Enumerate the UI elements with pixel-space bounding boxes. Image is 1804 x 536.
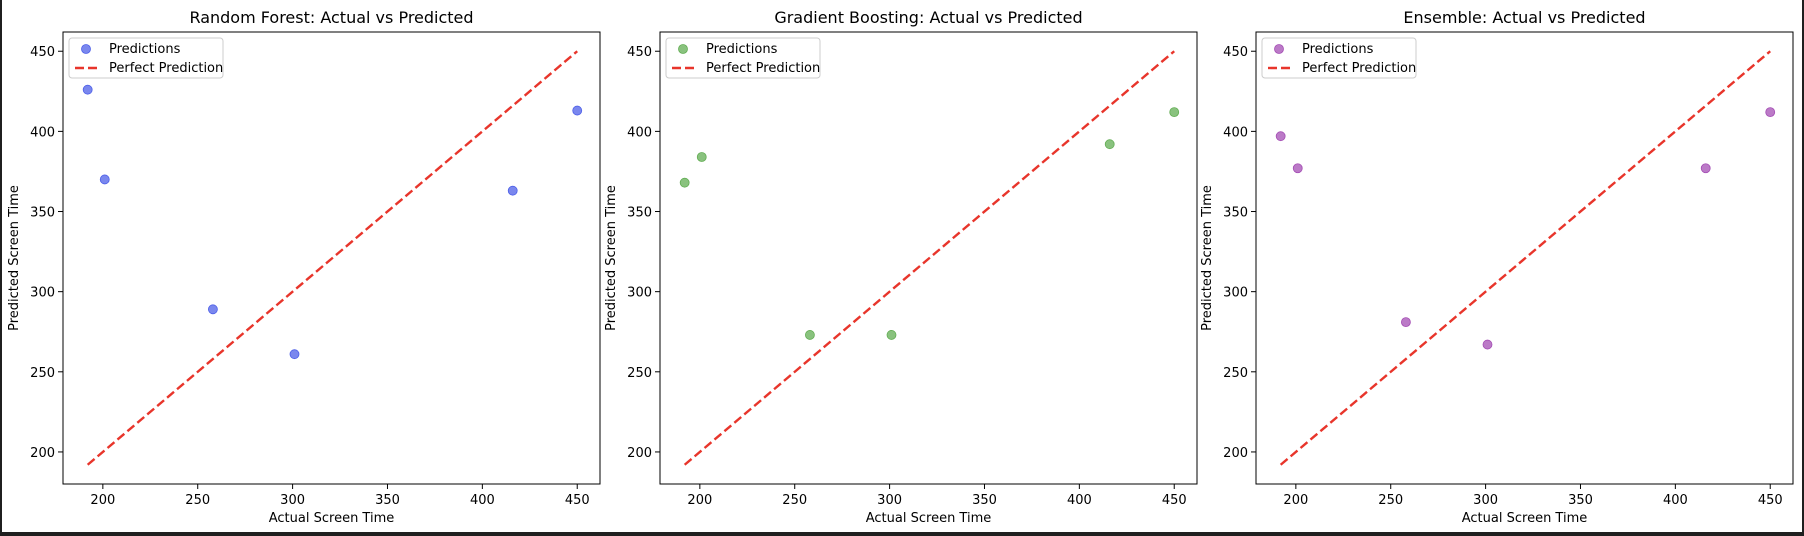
perfect-prediction-line [1279,50,1772,466]
y-tick-label: 350 [30,206,55,221]
plot-area-frame [62,31,601,485]
x-tick-label: 450 [1162,493,1187,508]
chart-title: Gradient Boosting: Actual vs Predicted [774,8,1082,27]
y-tick-label: 300 [30,286,55,301]
perfect-prediction-line [86,50,579,466]
x-tick-label: 400 [1067,493,1092,508]
prediction-point [1482,339,1493,350]
chart-title: Random Forest: Actual vs Predicted [189,8,473,27]
y-tick-label: 200 [30,446,55,461]
x-tick-label: 250 [782,493,807,508]
y-tick-label: 350 [1223,206,1248,221]
x-axis-label: Actual Screen Time [269,511,395,526]
y-tick-label: 400 [1223,125,1248,140]
prediction-point [696,152,707,162]
x-axis-label: Actual Screen Time [866,511,992,526]
y-axis-label: Predicted Screen Time [604,185,619,331]
y-tick-label: 250 [1223,366,1248,381]
legend-marker-predictions [678,44,688,54]
x-tick-label: 250 [185,493,210,508]
legend-label-perfect-prediction: Perfect Prediction [109,61,223,76]
prediction-point [1104,139,1115,150]
chart-panel-3: Ensemble: Actual vs Predicted 200 250 300 35… [1200,8,1794,526]
legend-label-perfect-prediction: Perfect Prediction [1302,61,1416,76]
x-tick-label: 300 [280,493,305,508]
legend-label-perfect-prediction: Perfect Prediction [706,61,820,76]
x-tick-label: 200 [687,493,712,508]
legend-box [68,37,224,79]
chart-panel-1: Random Forest: Actual vs Predicted 200 250… [7,8,601,526]
perfect-prediction-line [683,50,1176,466]
y-tick-label: 450 [30,45,55,60]
prediction-point [679,177,690,188]
y-tick-label: 350 [627,206,652,221]
x-tick-label: 350 [1568,493,1593,508]
y-tick-label: 250 [627,366,652,381]
prediction-point [1275,131,1286,142]
x-tick-label: 300 [1473,493,1498,508]
y-axis-label: Predicted Screen Time [7,185,22,331]
x-tick-label: 450 [565,493,590,508]
legend-label-predictions: Predictions [109,42,181,57]
plot-area-frame [659,31,1198,485]
legend-marker-predictions [1274,44,1284,54]
x-tick-label: 350 [375,493,400,508]
prediction-point [1765,107,1776,118]
legend-box [1261,37,1417,79]
x-tick-label: 250 [1378,493,1403,508]
x-tick-label: 450 [1758,493,1783,508]
x-tick-label: 300 [877,493,902,508]
prediction-point [99,174,110,185]
prediction-point [208,304,218,315]
x-tick-label: 400 [470,493,495,508]
prediction-point [82,84,93,95]
legend-box [665,37,821,79]
x-tick-label: 400 [1663,493,1688,508]
y-tick-label: 400 [627,125,652,140]
y-axis-label: Predicted Screen Time [1200,185,1215,331]
y-tick-label: 250 [30,366,55,381]
legend-label-predictions: Predictions [1302,42,1374,57]
y-tick-label: 200 [1223,446,1248,461]
y-tick-label: 450 [627,45,652,60]
prediction-point [1292,163,1303,174]
prediction-point [1700,163,1711,174]
prediction-point [886,330,897,340]
legend-label-predictions: Predictions [706,42,778,57]
prediction-point [805,330,815,340]
prediction-point [289,349,300,360]
y-tick-label: 300 [627,286,652,301]
prediction-point [1401,317,1411,328]
x-tick-label: 200 [90,493,115,508]
prediction-point [507,185,518,196]
prediction-point [1169,107,1180,118]
y-tick-label: 200 [627,446,652,461]
legend-marker-predictions [81,44,91,54]
x-tick-label: 200 [1283,493,1308,508]
y-tick-label: 450 [1223,45,1248,60]
chart-panel-2: Gradient Boosting: Actual vs Predicted 20… [604,8,1198,526]
x-tick-label: 350 [972,493,997,508]
chart-title: Ensemble: Actual vs Predicted [1403,8,1645,27]
y-tick-label: 400 [30,125,55,140]
prediction-point [572,105,583,116]
y-tick-label: 300 [1223,286,1248,301]
x-axis-label: Actual Screen Time [1462,511,1588,526]
plot-area-frame [1255,31,1794,485]
